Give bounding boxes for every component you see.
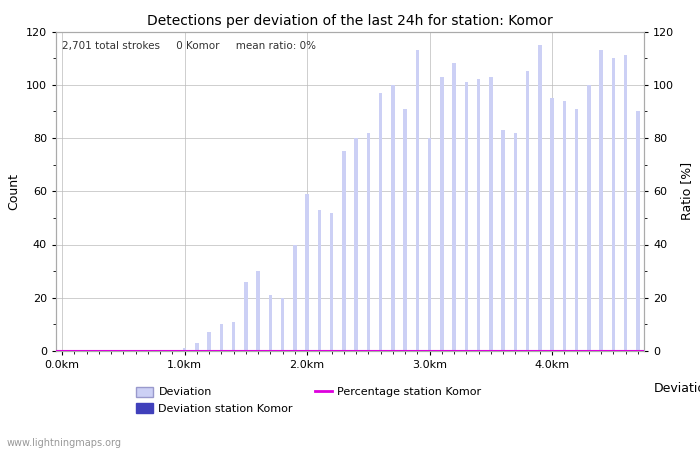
Bar [599, 50, 603, 351]
Bar [465, 82, 468, 351]
Bar [330, 212, 333, 351]
Bar [440, 77, 444, 351]
Bar [281, 298, 284, 351]
Bar [220, 324, 223, 351]
Bar [183, 348, 186, 351]
Bar [563, 101, 566, 351]
Text: www.lightningmaps.org: www.lightningmaps.org [7, 438, 122, 448]
Text: 2,701 total strokes     0 Komor     mean ratio: 0%: 2,701 total strokes 0 Komor mean ratio: … [62, 41, 316, 51]
Bar [256, 271, 260, 351]
Bar [501, 130, 505, 351]
Bar [428, 138, 431, 351]
Bar [244, 282, 248, 351]
Bar [207, 333, 211, 351]
Y-axis label: Count: Count [7, 173, 20, 210]
Y-axis label: Ratio [%]: Ratio [%] [680, 162, 693, 220]
Bar [575, 109, 578, 351]
Bar [489, 77, 493, 351]
Text: Deviations: Deviations [654, 382, 700, 395]
Bar [354, 138, 358, 351]
Bar [403, 109, 407, 351]
Bar [550, 98, 554, 351]
Bar [624, 55, 627, 351]
Bar [318, 210, 321, 351]
Bar [293, 244, 297, 351]
Bar [587, 85, 591, 351]
Bar [477, 79, 480, 351]
Bar [195, 343, 199, 351]
Bar [379, 93, 382, 351]
Bar [416, 50, 419, 351]
Bar [452, 63, 456, 351]
Bar [612, 58, 615, 351]
Bar [514, 133, 517, 351]
Bar [636, 112, 640, 351]
Bar [538, 45, 542, 351]
Bar [526, 72, 529, 351]
Bar [367, 133, 370, 351]
Title: Detections per deviation of the last 24h for station: Komor: Detections per deviation of the last 24h… [147, 14, 553, 27]
Bar [269, 295, 272, 351]
Bar [305, 194, 309, 351]
Legend: Deviation, Deviation station Komor, Percentage station Komor: Deviation, Deviation station Komor, Perc… [132, 382, 486, 418]
Bar [232, 322, 235, 351]
Bar [391, 85, 395, 351]
Bar [342, 151, 346, 351]
